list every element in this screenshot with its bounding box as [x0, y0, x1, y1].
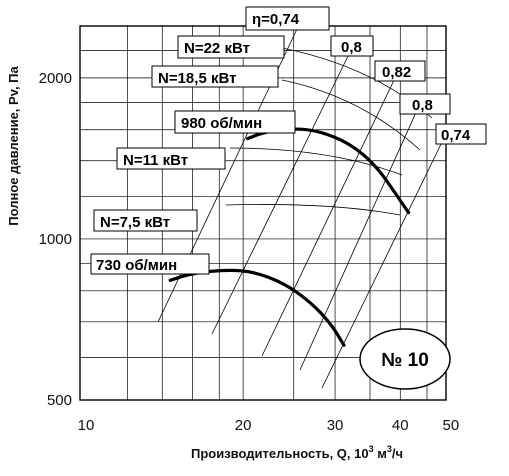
label-eff-08-lower: 0,8 — [412, 97, 433, 114]
label-eff-082: 0,82 — [382, 64, 411, 81]
power-line — [281, 79, 421, 151]
guide-lines — [157, 9, 444, 389]
x-tick-label: 50 — [443, 417, 460, 434]
efficiency-line — [321, 139, 444, 389]
label-730-rpm: 730 об/мин — [96, 257, 177, 274]
model-badge — [359, 328, 451, 390]
label-eff-08-upper: 0,8 — [341, 39, 362, 56]
efficiency-line — [211, 47, 353, 335]
x-axis-title: Производительность, Q, 103 м3/ч — [191, 444, 403, 461]
y-tick-label: 2000 — [39, 70, 72, 87]
efficiency-line — [261, 75, 397, 357]
x-tick-label: 40 — [392, 417, 409, 434]
x-tick-label: 30 — [327, 417, 344, 434]
label-980-rpm: 980 об/мин — [181, 115, 262, 132]
label-eff-074-top: η=0,74 — [252, 11, 300, 28]
efficiency-line — [299, 107, 419, 371]
x-tick-label: 10 — [78, 417, 95, 434]
power-line — [229, 147, 403, 176]
y-tick-label: 1000 — [39, 231, 72, 248]
series-line-980-rpm — [246, 127, 411, 215]
label-power-7-5kw: N=7,5 кВт — [100, 214, 170, 231]
label-power-18-5kw: N=18,5 кВт — [158, 70, 236, 87]
power-line — [225, 204, 401, 216]
label-power-22kw: N=22 кВт — [184, 40, 250, 57]
y-tick-label: 500 — [47, 392, 72, 409]
svg-text:Производительность, Q, 103 м3/: Производительность, Q, 103 м3/ч — [191, 444, 403, 461]
x-tick-label: 20 — [235, 417, 252, 434]
tick-labels: 10 20 30 40 50 500 1000 2000 — [39, 70, 460, 434]
label-eff-074-right: 0,74 — [441, 127, 471, 144]
series-line-730-rpm — [168, 268, 346, 347]
model-label: № 10 — [381, 350, 429, 371]
y-axis-title: Полное давление, Pv, Па — [6, 65, 21, 225]
label-power-11kw: N=11 кВт — [123, 152, 188, 169]
